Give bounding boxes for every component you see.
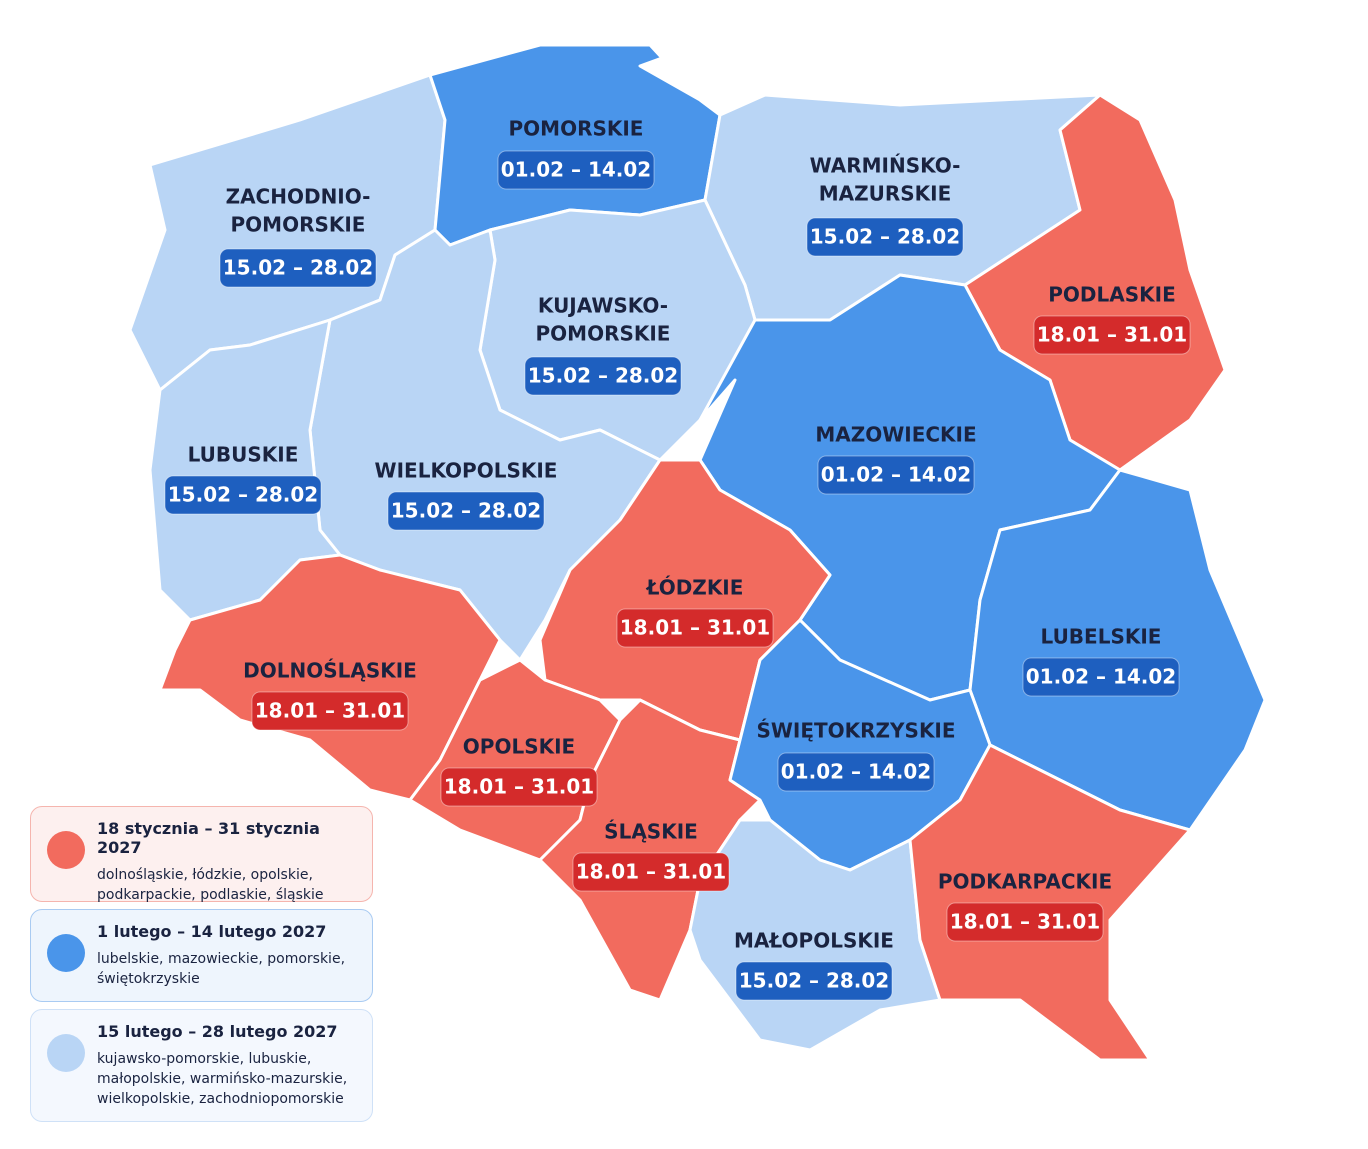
region-name: POMORSKIE — [536, 322, 671, 346]
date-text: 18.01 – 31.01 — [620, 616, 770, 640]
date-badge — [946, 902, 1104, 942]
regions — [128, 43, 1267, 1062]
date-badge — [387, 491, 545, 531]
date-badge — [806, 217, 964, 257]
date-badge — [616, 608, 774, 648]
date-text: 18.01 – 31.01 — [255, 699, 405, 723]
legend-swatch — [47, 831, 85, 869]
date-badge — [251, 691, 409, 731]
labels: ZACHODNIO- POMORSKIE 15.02 – 28.02 POMORSKI… — [164, 117, 1191, 1001]
date-text: 18.01 – 31.01 — [576, 860, 726, 884]
region-name: OPOLSKIE — [463, 735, 575, 759]
region-name: POMORSKIE — [231, 213, 366, 237]
region-name: WARMIŃSKO- — [810, 154, 961, 178]
date-badge — [735, 961, 893, 1001]
legend-swatch — [47, 934, 85, 972]
region-name: POMORSKIE — [509, 117, 644, 141]
region-name: ZACHODNIO- — [226, 185, 371, 209]
region-name: MAZURSKIE — [819, 182, 952, 206]
region-name: KUJAWSKO- — [538, 294, 668, 318]
date-badge — [440, 767, 598, 807]
region-name: ŚWIĘTOKRZYSKIE — [756, 719, 955, 743]
date-text: 01.02 – 14.02 — [821, 463, 971, 487]
date-badge — [572, 852, 730, 892]
legend-item: 1 lutego – 14 lutego 2027 lubelskie, mazo… — [30, 909, 373, 1002]
legend-title: 1 lutego – 14 lutego 2027 — [97, 922, 327, 941]
date-text: 18.01 – 31.01 — [1037, 323, 1187, 347]
legend-swatch — [47, 1034, 85, 1072]
date-text: 18.01 – 31.01 — [950, 910, 1100, 934]
date-text: 01.02 – 14.02 — [501, 158, 651, 182]
region-name: DOLNOŚLĄSKIE — [243, 659, 417, 683]
date-badge — [497, 150, 655, 190]
legend-title: 18 stycznia – 31 stycznia 2027 — [97, 819, 320, 857]
legend-item: 15 lutego – 28 lutego 2027 kujawsko-pomor… — [30, 1009, 373, 1122]
date-text: 15.02 – 28.02 — [391, 499, 541, 523]
date-badge — [219, 248, 377, 288]
date-badge — [1033, 315, 1191, 355]
legend-description: lubelskie, mazowieckie, pomorskie, święt… — [97, 951, 346, 987]
date-text: 15.02 – 28.02 — [223, 256, 373, 280]
region-name: LUBUSKIE — [188, 443, 299, 467]
date-text: 15.02 – 28.02 — [168, 483, 318, 507]
date-badge — [777, 752, 935, 792]
date-text: 01.02 – 14.02 — [1026, 665, 1176, 689]
region-name: MAŁOPOLSKIE — [734, 929, 894, 953]
date-badge — [164, 475, 322, 515]
region-name: WIELKOPOLSKIE — [375, 459, 558, 483]
legend-description: dolnośląskie, łódzkie, opolskie, podkarp… — [97, 867, 324, 903]
date-text: 15.02 – 28.02 — [810, 225, 960, 249]
region-name: LUBELSKIE — [1041, 625, 1162, 649]
region-name: ŁÓDZKIE — [646, 576, 744, 600]
region-name: ŚLĄSKIE — [604, 820, 698, 844]
legend-item: 18 stycznia – 31 stycznia 2027 dolnośląsk… — [30, 806, 373, 903]
date-text: 15.02 – 28.02 — [739, 969, 889, 993]
date-badge — [1022, 657, 1180, 697]
date-badge — [817, 455, 975, 495]
region-name: PODKARPACKIE — [938, 870, 1112, 894]
legend-description: kujawsko-pomorskie, lubuskie, małopolski… — [97, 1051, 348, 1107]
date-text: 18.01 – 31.01 — [444, 775, 594, 799]
region-name: PODLASKIE — [1048, 283, 1176, 307]
date-text: 15.02 – 28.02 — [528, 364, 678, 388]
date-badge — [524, 356, 682, 396]
date-text: 01.02 – 14.02 — [781, 760, 931, 784]
legend-title: 15 lutego – 28 lutego 2027 — [97, 1022, 338, 1041]
region-name: MAZOWIECKIE — [815, 423, 976, 447]
region — [908, 743, 1192, 1062]
